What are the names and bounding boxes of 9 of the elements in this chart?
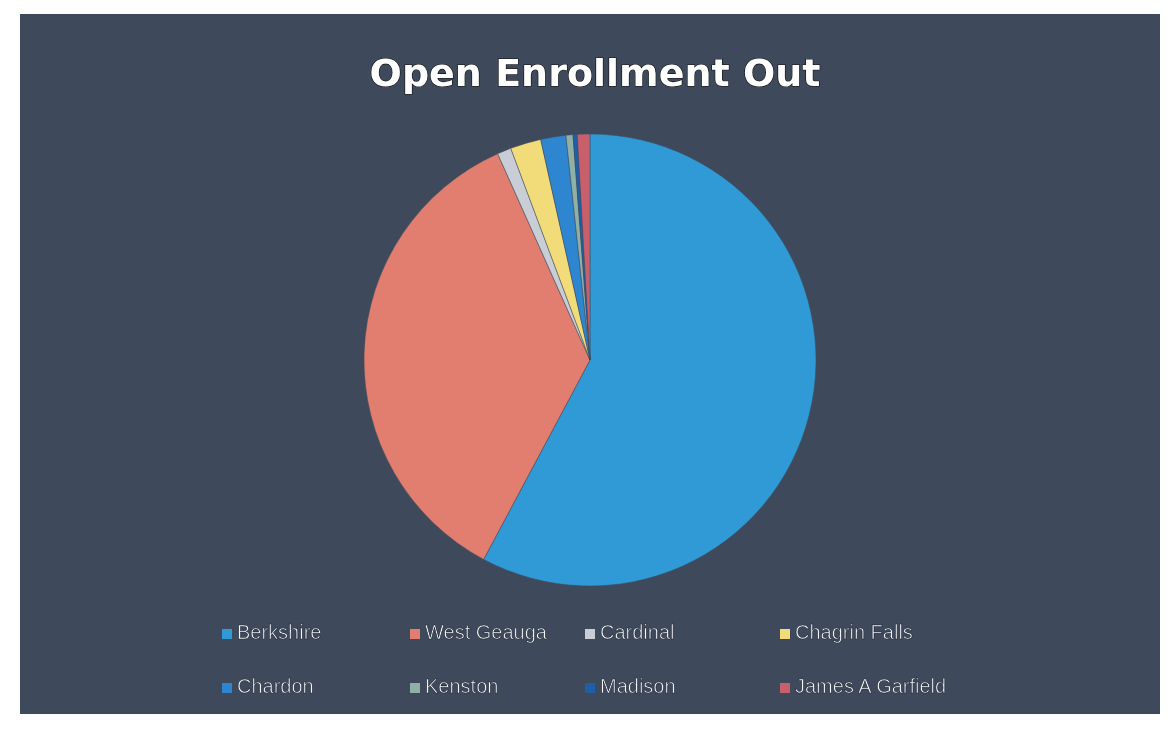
legend-label: Chagrin Falls bbox=[795, 621, 913, 643]
legend-label: Kenston bbox=[425, 675, 499, 697]
legend-label: Cardinal bbox=[600, 621, 675, 643]
chart-title: Open Enrollment Out bbox=[369, 51, 821, 95]
legend-label: Chardon bbox=[237, 675, 314, 697]
legend-label: Madison bbox=[600, 675, 676, 697]
legend-label: West Geauga bbox=[425, 621, 548, 643]
legend-label: Berkshire bbox=[237, 621, 322, 643]
legend-label: James A Garfield bbox=[795, 675, 947, 697]
